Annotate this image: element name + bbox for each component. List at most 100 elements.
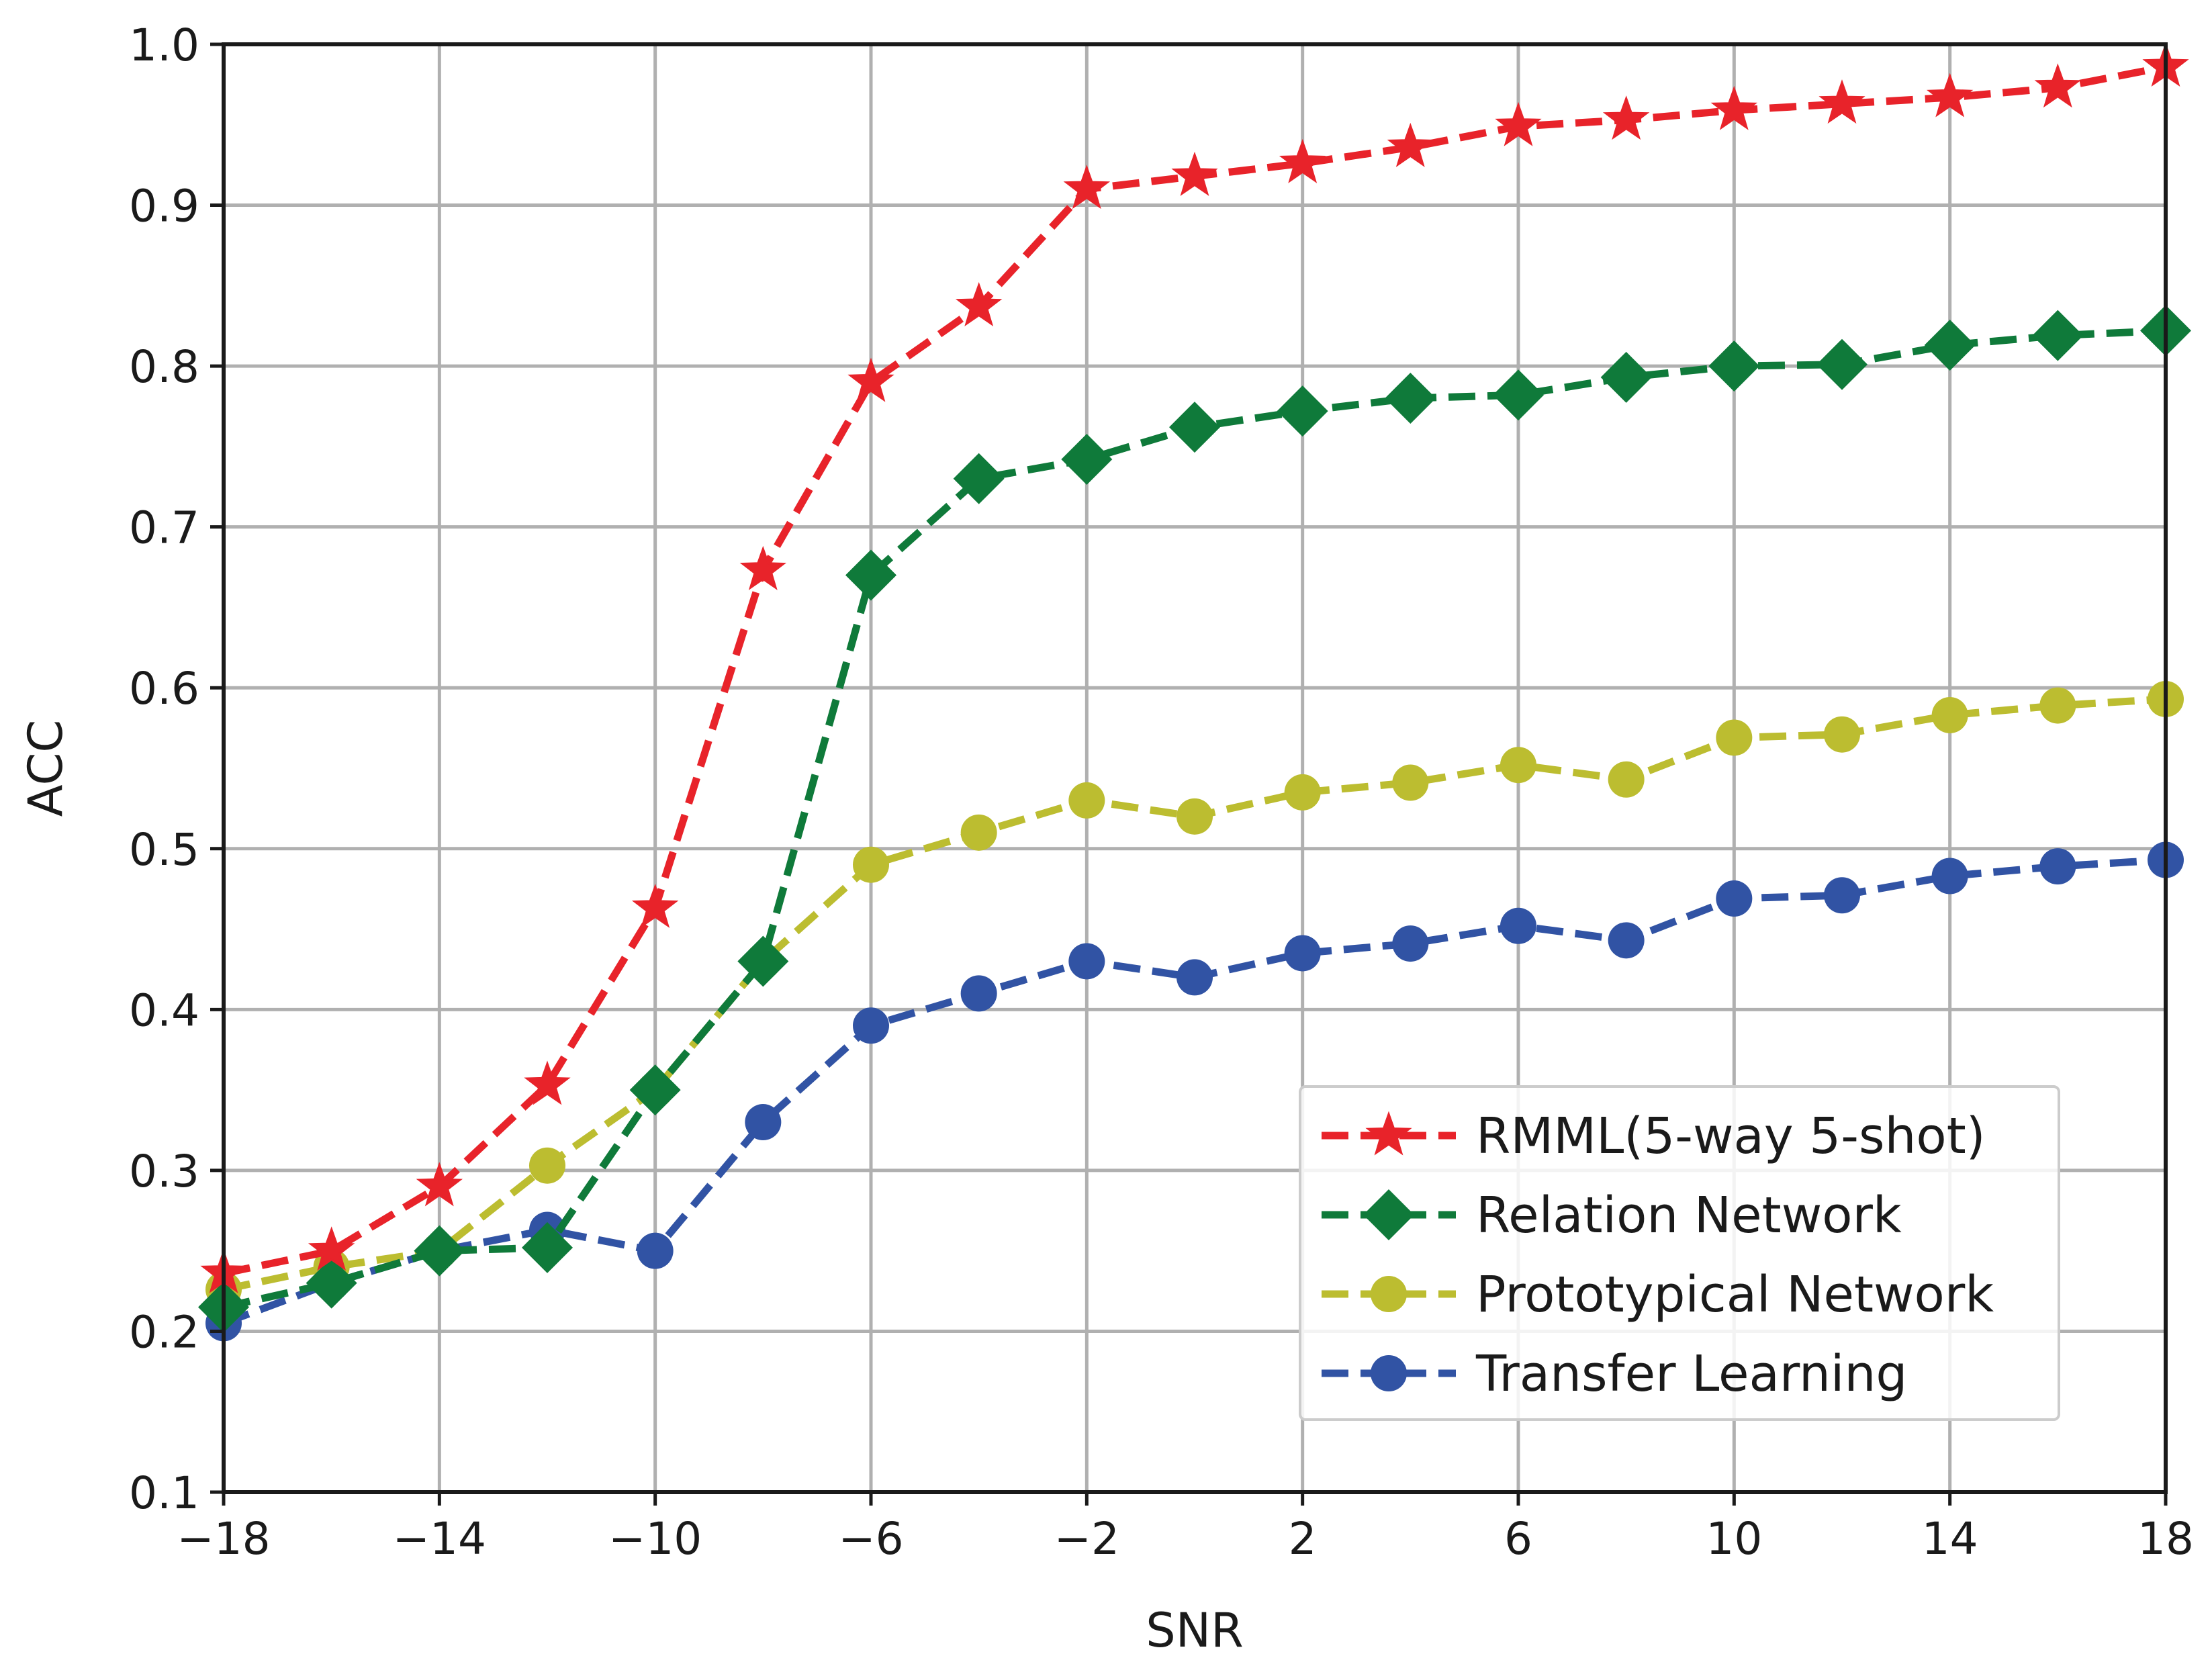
- plot-frame: [222, 42, 2168, 1494]
- y-tick-label: 0.4: [129, 984, 199, 1036]
- data-point-transfer-learning: [1177, 959, 1213, 996]
- y-tick-label: 0.9: [129, 181, 199, 232]
- data-point-relation-network: [1493, 369, 1544, 421]
- data-point-prototypical-network: [1284, 774, 1321, 811]
- y-tick-label: 0.6: [129, 663, 199, 715]
- x-tick-label: 18: [2137, 1513, 2194, 1565]
- data-point-relation-network: [629, 1064, 681, 1116]
- data-point-relation-network: [522, 1222, 573, 1273]
- data-point-prototypical-network: [1824, 716, 1860, 753]
- data-point-prototypical-network: [1068, 782, 1105, 819]
- data-point-prototypical-network: [1500, 747, 1536, 784]
- data-point-rmml: [847, 357, 894, 402]
- data-point-transfer-learning: [1392, 925, 1429, 962]
- x-axis-ticks: −18 −14 −10 −6 −2 2 6 10 14 18: [177, 1492, 2194, 1565]
- legend-label: RMML(5-way 5-shot): [1476, 1107, 1986, 1165]
- x-tick-label: −14: [393, 1513, 486, 1565]
- data-point-prototypical-network: [1177, 798, 1213, 835]
- data-point-rmml: [416, 1162, 463, 1207]
- data-point-relation-network: [414, 1225, 465, 1277]
- data-point-prototypical-network: [960, 814, 997, 851]
- data-point-transfer-learning: [1716, 880, 1753, 917]
- legend-box: [1299, 1085, 2060, 1421]
- data-point-transfer-learning: [1068, 943, 1105, 980]
- data-point-rmml: [1818, 79, 1865, 124]
- data-point-relation-network: [1600, 351, 1652, 403]
- data-point-rmml: [2034, 63, 2082, 108]
- data-point-rmml: [1279, 138, 1326, 183]
- data-point-relation-network: [845, 549, 896, 601]
- data-point-rmml: [308, 1226, 355, 1271]
- legend-marker: [1363, 1189, 1414, 1240]
- x-tick-label: −2: [1054, 1513, 1119, 1565]
- data-point-relation-network: [1277, 385, 1328, 437]
- data-point-prototypical-network: [2039, 687, 2076, 724]
- legend-marker: [1365, 1111, 1412, 1156]
- data-point-relation-network: [953, 453, 1005, 504]
- data-point-rmml: [1602, 95, 1650, 140]
- data-point-relation-network: [1169, 402, 1220, 453]
- y-axis-ticks: 0.1 0.2 0.3 0.4 0.5 0.6 0.7 0.8 0.9 1.0: [129, 19, 224, 1519]
- legend-label: Transfer Learning: [1475, 1345, 1907, 1403]
- data-point-rmml: [955, 282, 1003, 327]
- data-point-prototypical-network: [853, 846, 889, 883]
- data-point-transfer-learning: [745, 1104, 782, 1141]
- y-tick-label: 0.8: [129, 341, 199, 393]
- legend-entry-relation-network: Relation Network: [1322, 1187, 1902, 1244]
- y-tick-label: 1.0: [129, 19, 199, 71]
- data-point-relation-network: [1924, 319, 1976, 371]
- x-tick-label: −6: [838, 1513, 903, 1565]
- data-point-relation-network: [2032, 310, 2084, 361]
- legend-entry-transfer-learning: Transfer Learning: [1322, 1345, 1907, 1403]
- data-point-rmml: [1387, 122, 1434, 167]
- x-tick-label: −18: [177, 1513, 270, 1565]
- data-point-transfer-learning: [1608, 922, 1645, 959]
- y-tick-label: 0.7: [129, 502, 199, 554]
- data-point-transfer-learning: [1284, 935, 1321, 972]
- x-tick-label: 14: [1922, 1513, 1978, 1565]
- legend-entry-prototypical-network: Prototypical Network: [1322, 1266, 1994, 1324]
- data-point-transfer-learning: [853, 1007, 889, 1044]
- x-axis-label: SNR: [1146, 1603, 1243, 1656]
- legend-entry-rmml: RMML(5-way 5-shot): [1322, 1107, 1986, 1165]
- data-point-rmml: [1495, 101, 1542, 146]
- y-tick-label: 0.3: [129, 1146, 199, 1197]
- y-tick-label: 0.1: [129, 1467, 199, 1519]
- legend: RMML(5-way 5-shot) Relation Network Protot…: [1299, 1085, 2060, 1421]
- legend-label: Prototypical Network: [1476, 1266, 1994, 1324]
- data-point-prototypical-network: [1931, 696, 1968, 733]
- data-point-relation-network: [1061, 434, 1113, 486]
- data-point-relation-network: [1816, 338, 1868, 390]
- data-point-relation-network: [306, 1257, 357, 1309]
- series-relation-network: [198, 305, 2191, 1333]
- legend-marker: [1371, 1276, 1407, 1312]
- x-tick-label: 6: [1504, 1513, 1532, 1565]
- x-tick-label: 2: [1289, 1513, 1317, 1565]
- data-point-transfer-learning: [1824, 877, 1860, 914]
- x-tick-label: 10: [1706, 1513, 1762, 1565]
- data-point-transfer-learning: [1931, 858, 1968, 894]
- data-point-transfer-learning: [1500, 907, 1536, 944]
- data-point-rmml: [1063, 165, 1111, 210]
- y-axis-label: ACC: [18, 720, 73, 817]
- data-point-prototypical-network: [1716, 719, 1753, 756]
- data-point-rmml: [1926, 73, 1974, 118]
- data-point-transfer-learning: [637, 1232, 674, 1269]
- data-point-prototypical-network: [1608, 761, 1645, 798]
- data-point-prototypical-network: [529, 1147, 565, 1184]
- data-point-rmml: [524, 1060, 571, 1105]
- data-point-prototypical-network: [1392, 764, 1429, 801]
- x-tick-label: −10: [608, 1513, 702, 1565]
- data-point-transfer-learning: [960, 975, 997, 1012]
- data-point-rmml: [1710, 85, 1758, 130]
- data-point-relation-network: [737, 935, 789, 987]
- y-tick-label: 0.2: [129, 1306, 199, 1358]
- data-point-transfer-learning: [2039, 848, 2076, 885]
- legend-marker: [1371, 1355, 1407, 1391]
- data-point-rmml: [631, 883, 679, 928]
- data-point-relation-network: [1708, 340, 1760, 392]
- y-tick-label: 0.5: [129, 824, 199, 876]
- data-point-relation-network: [1385, 373, 1436, 424]
- data-point-rmml: [739, 545, 787, 590]
